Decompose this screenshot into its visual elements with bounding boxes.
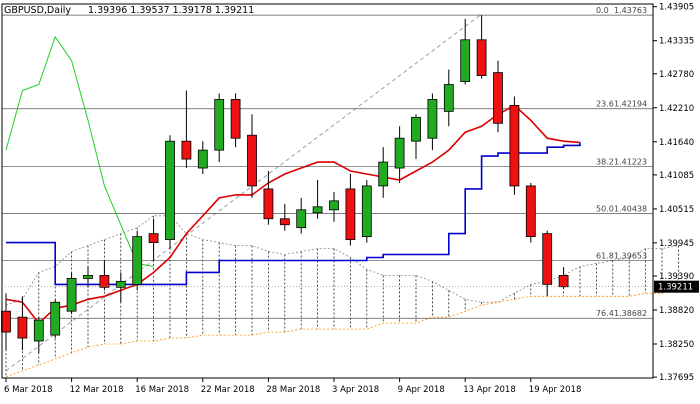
- fib-level-ratio: 23.6: [596, 100, 614, 109]
- x-tick-label: 13 Apr 2018: [463, 385, 516, 395]
- x-tick-label: 28 Mar 2018: [266, 385, 320, 395]
- bull-candle: [66, 277, 77, 312]
- cloud-upper-edge: [5, 215, 679, 306]
- bear-candle: [542, 233, 553, 285]
- bull-candle: [378, 161, 389, 187]
- bull-candle: [214, 99, 225, 151]
- fibonacci-levels: 0.0 1.43763 23.6 1.42194 38.2 1.41223 50.0 1.40…: [2, 6, 653, 372]
- bull-candle: [443, 84, 454, 112]
- bear-candle: [181, 140, 192, 160]
- current-price-box: [654, 280, 699, 293]
- candles: [1, 15, 569, 353]
- fib-level-ratio: 76.4: [596, 309, 614, 318]
- bull-candle: [329, 200, 339, 211]
- fibonacci-trendline: [5, 13, 482, 372]
- bear-candle: [230, 99, 241, 139]
- bull-candle: [50, 301, 61, 336]
- fib-level-ratio: 0.0: [596, 6, 609, 15]
- y-tick-label: 1.37695: [659, 373, 694, 383]
- current-price-label: 1.39211: [658, 283, 693, 293]
- fib-level-ratio: 38.2: [596, 158, 614, 167]
- bull-candle: [165, 140, 175, 241]
- y-tick-label: 1.38250: [659, 340, 694, 350]
- y-tick-label: 1.38820: [659, 306, 694, 316]
- bull-candle: [132, 236, 143, 285]
- bear-candle: [99, 275, 110, 288]
- x-tick-label: 9 Apr 2018: [398, 385, 445, 395]
- y-tick-label: 1.41085: [659, 171, 694, 181]
- bear-candle: [263, 188, 274, 220]
- fib-level-price: 1.38682: [614, 309, 647, 318]
- fib-level-price: 1.42194: [614, 100, 647, 109]
- fib-level-price: 1.40438: [614, 204, 647, 213]
- green-lagging-line: [5, 35, 154, 267]
- bear-candle: [247, 134, 257, 187]
- y-tick-label: 1.41640: [659, 138, 694, 148]
- fib-level-ratio: 50.0: [596, 204, 614, 213]
- ohlc-readout: 1.39396 1.39537 1.39178 1.39211: [88, 5, 254, 16]
- red-moving-average: [5, 104, 581, 325]
- bear-candle: [525, 185, 536, 238]
- y-tick-label: 1.39390: [659, 272, 694, 282]
- fib-level-ratio: 61.8: [596, 251, 614, 260]
- symbol-label: GBPUSD,Daily: [4, 5, 71, 16]
- cloud-lower-edge: [5, 286, 679, 378]
- y-tick-label: 1.43905: [659, 3, 694, 13]
- bear-candle: [476, 39, 487, 76]
- bull-candle: [33, 319, 44, 342]
- bear-candle: [17, 316, 28, 339]
- bull-candle: [427, 99, 438, 139]
- bull-candle: [460, 39, 471, 82]
- bull-candle: [83, 275, 93, 279]
- bear-candle: [493, 72, 503, 124]
- bull-candle: [296, 209, 307, 229]
- bull-candle: [197, 149, 208, 169]
- fib-level-price: 1.39653: [614, 251, 647, 260]
- bull-candle: [411, 116, 421, 142]
- y-tick-label: 1.42780: [659, 70, 694, 80]
- bear-candle: [148, 233, 159, 243]
- x-tick-label: 16 Mar 2018: [135, 385, 189, 395]
- x-tick-label: 12 Mar 2018: [70, 385, 124, 395]
- bear-candle: [345, 188, 356, 241]
- y-tick-label: 1.40515: [659, 205, 694, 215]
- bull-candle: [115, 280, 126, 288]
- x-tick-label: 3 Apr 2018: [332, 385, 379, 395]
- ichimoku-cloud: [5, 215, 679, 378]
- plot-frame: [1, 3, 654, 379]
- bull-candle: [394, 137, 405, 169]
- bear-candle: [1, 310, 11, 333]
- bull-candle: [312, 206, 323, 214]
- y-tick-label: 1.43335: [659, 37, 694, 47]
- x-tick-label: 22 Mar 2018: [201, 385, 255, 395]
- x-tick-label: 19 Apr 2018: [529, 385, 582, 395]
- bear-candle: [558, 275, 569, 288]
- axes: 1.43905 1.43335 1.42780 1.42210 1.41640 1.410…: [1, 3, 699, 395]
- y-tick-label: 1.39945: [659, 239, 694, 249]
- x-tick-label: 6 Mar 2018: [4, 385, 52, 395]
- bear-candle: [279, 218, 290, 226]
- y-tick-label: 1.42210: [659, 104, 694, 114]
- fib-level-price: 1.43763: [614, 6, 647, 15]
- fib-level-price: 1.41223: [614, 158, 647, 167]
- bull-candle: [361, 185, 372, 238]
- bear-candle: [509, 105, 520, 187]
